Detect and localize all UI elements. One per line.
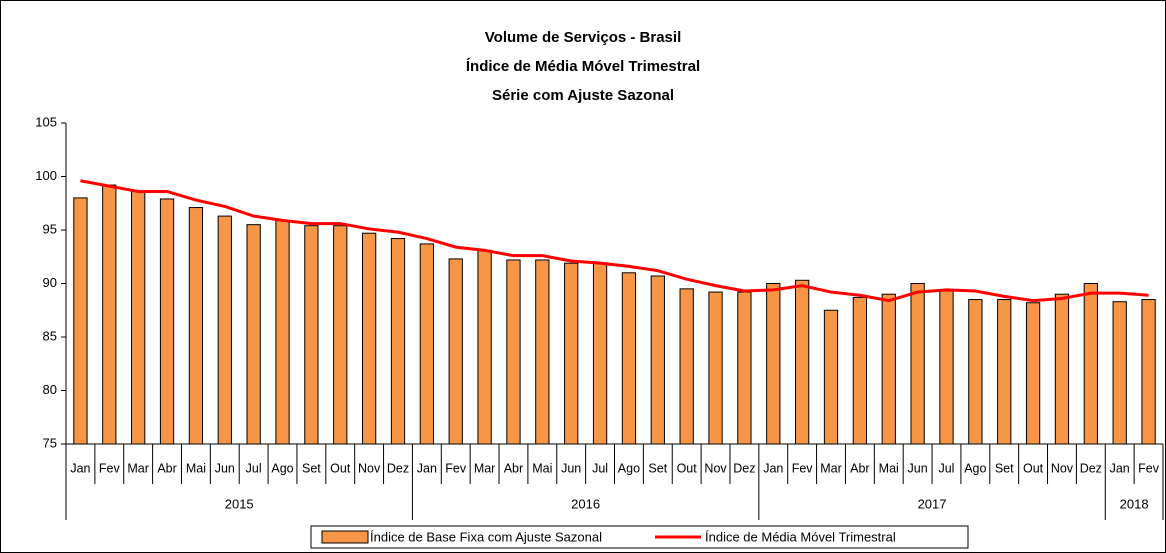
x-tick-label: Jun bbox=[215, 461, 235, 475]
x-tick-label: Jul bbox=[938, 461, 954, 475]
x-tick-label: Fev bbox=[1138, 461, 1160, 475]
bar bbox=[592, 262, 608, 445]
bar bbox=[102, 184, 117, 445]
x-tick-label: Ago bbox=[618, 461, 640, 475]
x-tick-label: Nov bbox=[358, 461, 381, 475]
bar bbox=[968, 299, 983, 445]
x-group-label: 2015 bbox=[225, 496, 254, 511]
x-tick-label: Mai bbox=[186, 461, 206, 475]
x-tick-label: Jun bbox=[561, 461, 581, 475]
x-tick-label: Mai bbox=[879, 461, 899, 475]
x-tick-label: Out bbox=[677, 461, 698, 475]
bar bbox=[1112, 301, 1127, 445]
line bbox=[80, 179, 1149, 303]
bar bbox=[910, 283, 925, 445]
bar bbox=[361, 232, 377, 445]
x-tick-label: Abr bbox=[504, 461, 523, 475]
y-tick-label: 80 bbox=[43, 382, 57, 397]
x-tick-label: Fev bbox=[445, 461, 467, 475]
bar bbox=[564, 262, 579, 445]
y-tick-label: 95 bbox=[43, 221, 57, 236]
bar bbox=[852, 296, 868, 445]
x-tick-label: Set bbox=[648, 461, 667, 475]
x-tick-label: Nov bbox=[704, 461, 727, 475]
bar bbox=[448, 258, 463, 445]
bar bbox=[304, 225, 319, 445]
x-tick-label: Jan bbox=[763, 461, 783, 475]
x-tick-label: Dez bbox=[1080, 461, 1102, 475]
x-tick-label: Mar bbox=[474, 461, 496, 475]
x-tick-label: Out bbox=[1023, 461, 1044, 475]
bar bbox=[766, 283, 781, 445]
legend-label: Índice de Base Fixa com Ajuste Sazonal bbox=[370, 529, 602, 544]
y-tick-label: 85 bbox=[43, 328, 57, 343]
bar bbox=[708, 291, 723, 445]
bar bbox=[506, 259, 521, 445]
chart-title: Índice de Média Móvel Trimestral bbox=[466, 58, 700, 75]
bar bbox=[621, 272, 637, 445]
x-tick-label: Jul bbox=[592, 461, 608, 475]
bar bbox=[73, 197, 88, 445]
x-tick-label: Dez bbox=[387, 461, 409, 475]
bar bbox=[823, 309, 839, 445]
x-tick-label: Ago bbox=[964, 461, 986, 475]
bar bbox=[535, 259, 550, 445]
bar bbox=[1054, 293, 1070, 445]
bar bbox=[333, 225, 348, 445]
x-tick-label: Mai bbox=[532, 461, 552, 475]
bar bbox=[419, 243, 434, 445]
bar bbox=[679, 288, 694, 445]
legend-box bbox=[310, 525, 969, 549]
bar bbox=[159, 198, 175, 445]
bar bbox=[217, 215, 232, 445]
bar bbox=[131, 190, 146, 445]
x-tick-label: Dez bbox=[733, 461, 755, 475]
bar bbox=[881, 293, 896, 445]
chart-title: Volume de Serviços - Brasil bbox=[485, 29, 681, 46]
y-tick-label: 105 bbox=[35, 114, 57, 129]
y-tick-label: 75 bbox=[43, 435, 57, 450]
x-tick-label: Jan bbox=[70, 461, 90, 475]
x-group-label: 2018 bbox=[1120, 496, 1149, 511]
bar bbox=[246, 224, 261, 445]
x-tick-label: Out bbox=[330, 461, 351, 475]
bar bbox=[939, 289, 954, 445]
x-tick-label: Nov bbox=[1051, 461, 1074, 475]
x-tick-label: Ago bbox=[271, 461, 293, 475]
x-tick-label: Abr bbox=[157, 461, 176, 475]
x-group-label: 2017 bbox=[918, 496, 947, 511]
x-tick-label: Mar bbox=[127, 461, 149, 475]
bar bbox=[1083, 283, 1098, 445]
legend-swatch bbox=[321, 530, 369, 544]
chart-title: Série com Ajuste Sazonal bbox=[492, 87, 674, 104]
bar bbox=[390, 238, 406, 445]
bar bbox=[1025, 302, 1041, 445]
x-tick-label: Jan bbox=[1110, 461, 1130, 475]
bar bbox=[1141, 299, 1156, 445]
x-tick-label: Set bbox=[302, 461, 321, 475]
bar bbox=[275, 219, 290, 445]
y-tick-label: 100 bbox=[35, 168, 57, 183]
x-tick-label: Set bbox=[995, 461, 1014, 475]
x-tick-label: Jan bbox=[417, 461, 437, 475]
bar bbox=[650, 275, 665, 445]
x-group-label: 2016 bbox=[571, 496, 600, 511]
x-tick-label: Mar bbox=[820, 461, 842, 475]
bar bbox=[188, 207, 204, 445]
legend-label: Índice de Média Móvel Trimestral bbox=[705, 529, 896, 544]
x-tick-label: Fev bbox=[99, 461, 121, 475]
x-tick-label: Jul bbox=[246, 461, 262, 475]
y-tick-label: 90 bbox=[43, 275, 57, 290]
x-tick-label: Jun bbox=[908, 461, 928, 475]
bar bbox=[737, 291, 752, 445]
x-tick-label: Abr bbox=[850, 461, 869, 475]
bar bbox=[795, 279, 810, 445]
bar bbox=[997, 299, 1012, 445]
bar bbox=[477, 249, 492, 445]
x-tick-label: Fev bbox=[792, 461, 814, 475]
